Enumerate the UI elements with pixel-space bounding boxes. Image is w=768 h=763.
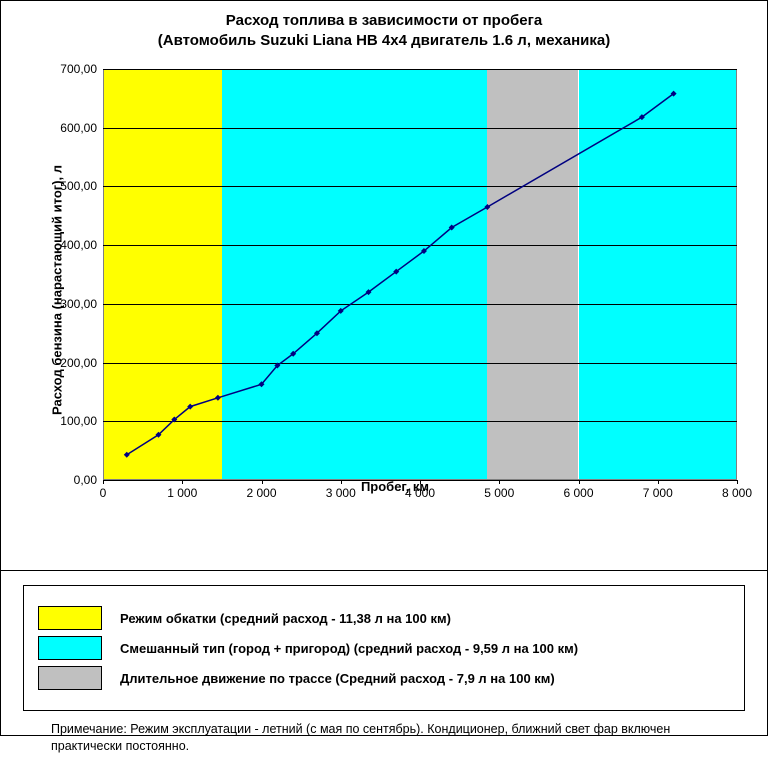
x-tick-label: 0	[100, 486, 107, 500]
data-marker	[484, 204, 490, 210]
x-tick	[182, 480, 183, 484]
x-tick	[262, 480, 263, 484]
data-marker	[338, 308, 344, 314]
y-tick-label: 0,00	[74, 473, 97, 487]
data-marker	[671, 91, 677, 97]
data-marker	[124, 452, 130, 458]
x-tick	[737, 480, 738, 484]
x-tick-label: 8 000	[722, 486, 752, 500]
data-marker	[171, 417, 177, 423]
y-tick-label: 500,00	[60, 179, 97, 193]
y-axis-label: Расход бензина (нарастающий итог), л	[50, 164, 65, 414]
y-tick-label: 100,00	[60, 414, 97, 428]
x-tick	[420, 480, 421, 484]
legend-label: Режим обкатки (средний расход - 11,38 л …	[120, 611, 451, 626]
chart-title: Расход топлива в зависимости от пробега …	[1, 1, 767, 50]
y-tick-label: 700,00	[60, 62, 97, 76]
x-tick-label: 6 000	[563, 486, 593, 500]
plot-wrap: Расход бензина (нарастающий итог), л Про…	[43, 69, 747, 510]
x-tick-label: 5 000	[484, 486, 514, 500]
x-tick-label: 4 000	[405, 486, 435, 500]
legend-row: Длительное движение по трассе (Средний р…	[38, 666, 730, 690]
x-tick	[341, 480, 342, 484]
x-tick	[103, 480, 104, 484]
y-tick-label: 600,00	[60, 121, 97, 135]
title-line-1: Расход топлива в зависимости от пробега	[226, 12, 542, 29]
x-tick	[499, 480, 500, 484]
x-tick	[579, 480, 580, 484]
x-tick	[658, 480, 659, 484]
x-tick-label: 1 000	[167, 486, 197, 500]
legend-swatch	[38, 606, 102, 630]
data-marker	[155, 432, 161, 438]
footnote: Примечание: Режим эксплуатации - летний …	[23, 711, 745, 755]
title-line-2: (Автомобиль Suzuki Liana HB 4x4 двигател…	[158, 32, 610, 49]
legend-row: Смешанный тип (город + пригород) (средни…	[38, 636, 730, 660]
x-tick-label: 2 000	[246, 486, 276, 500]
data-marker	[393, 269, 399, 275]
y-tick-label: 200,00	[60, 356, 97, 370]
plot-area: 0,00100,00200,00300,00400,00500,00600,00…	[103, 69, 737, 480]
chart-panel: Расход топлива в зависимости от пробега …	[1, 1, 767, 571]
data-marker	[639, 114, 645, 120]
legend-row: Режим обкатки (средний расход - 11,38 л …	[38, 606, 730, 630]
legend-box: Режим обкатки (средний расход - 11,38 л …	[23, 585, 745, 711]
y-tick-label: 300,00	[60, 297, 97, 311]
data-marker	[290, 351, 296, 357]
data-marker	[215, 395, 221, 401]
figure-container: Расход топлива в зависимости от пробега …	[0, 0, 768, 736]
data-marker	[365, 289, 371, 295]
data-marker	[259, 381, 265, 387]
data-marker	[314, 330, 320, 336]
legend-swatch	[38, 636, 102, 660]
data-marker	[449, 225, 455, 231]
y-tick-label: 400,00	[60, 238, 97, 252]
data-marker	[421, 248, 427, 254]
legend-label: Смешанный тип (город + пригород) (средни…	[120, 641, 578, 656]
x-tick-label: 7 000	[643, 486, 673, 500]
x-tick-label: 3 000	[326, 486, 356, 500]
legend-label: Длительное движение по трассе (Средний р…	[120, 671, 555, 686]
data-marker	[274, 363, 280, 369]
data-marker	[187, 404, 193, 410]
legend-panel: Режим обкатки (средний расход - 11,38 л …	[1, 571, 767, 763]
legend-swatch	[38, 666, 102, 690]
marker-layer	[103, 69, 737, 480]
